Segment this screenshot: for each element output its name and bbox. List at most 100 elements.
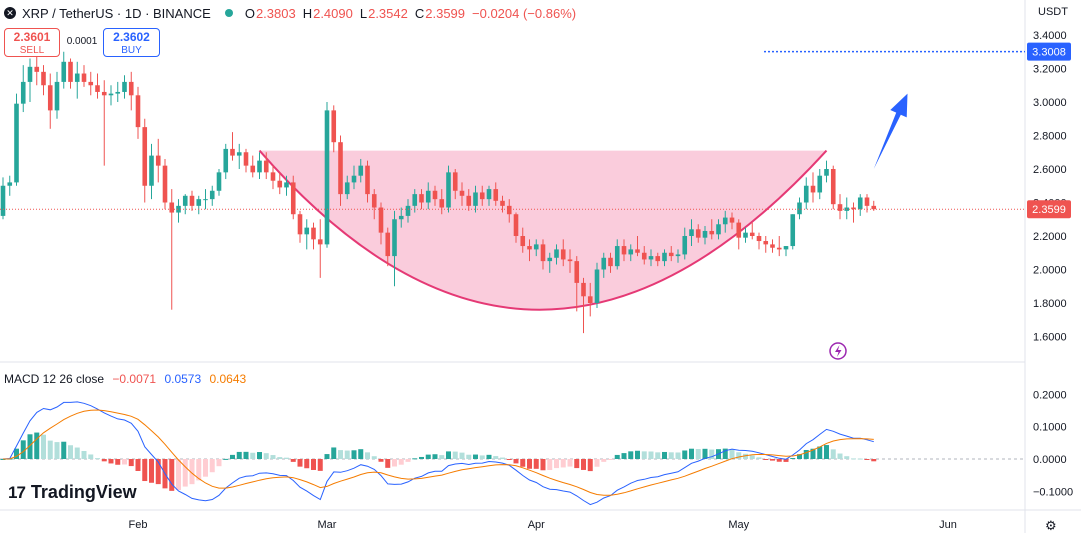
candle-body	[162, 165, 168, 203]
macd-histogram-bar	[196, 459, 202, 481]
candle-body	[371, 194, 377, 208]
macd-tick-label: 0.0000	[1033, 454, 1067, 466]
macd-histogram-bar	[412, 458, 418, 460]
macd-histogram-bar	[547, 459, 553, 471]
macd-histogram-bar	[628, 451, 634, 459]
spread-value: 0.0001	[66, 36, 98, 47]
candle-body	[203, 199, 208, 201]
macd-histogram-bar	[358, 449, 364, 459]
candle-body	[344, 182, 350, 195]
candle-body	[473, 192, 478, 206]
candle-body	[466, 195, 472, 206]
candle-body	[763, 241, 769, 245]
macd-histogram-bar	[655, 452, 661, 459]
macd-histogram-bar	[0, 459, 6, 460]
macd-histogram-bar	[857, 458, 863, 460]
candle-body	[702, 230, 708, 238]
macd-histogram-bar	[871, 459, 877, 462]
candle-body	[743, 232, 748, 238]
settings-gear-icon[interactable]: ⚙	[1045, 518, 1057, 533]
candle-body	[621, 246, 627, 255]
sell-label: SELL	[19, 45, 45, 56]
candle-body	[871, 205, 877, 210]
candle-body	[7, 182, 13, 186]
candle-body	[243, 152, 249, 166]
macd-histogram-bar	[641, 451, 647, 459]
macd-histogram-bar	[115, 459, 121, 465]
candle-body	[398, 215, 404, 220]
macd-histogram-bar	[770, 459, 775, 461]
candle-body	[554, 249, 559, 258]
open-value: 2.3803	[255, 5, 296, 21]
macd-histogram-bar	[290, 459, 296, 462]
price-tick-label: 2.2000	[1033, 231, 1067, 243]
candle-body	[662, 252, 667, 262]
macd-histogram-bar	[338, 450, 343, 459]
macd-histogram-bar	[452, 451, 458, 459]
candle-body	[54, 81, 60, 111]
candle-body	[425, 190, 431, 203]
macd-histogram-bar	[736, 452, 742, 459]
candle-body	[851, 207, 856, 210]
macd-histogram-bar	[378, 459, 384, 462]
candle-body	[47, 85, 53, 111]
macd-histogram-bar	[479, 455, 485, 459]
candle-body	[486, 189, 492, 200]
candle-body	[540, 244, 546, 262]
high-value: 2.4090	[313, 5, 353, 21]
buy-button[interactable]: 2.3602 BUY	[103, 28, 160, 57]
candle-body	[20, 81, 26, 104]
candle-body	[216, 172, 222, 191]
candle-body	[614, 246, 620, 267]
candle-body	[803, 185, 809, 203]
macd-histogram-bar	[189, 459, 195, 485]
tradingview-logo-text: TradingView	[30, 482, 137, 502]
target-price-label: 3.3008	[1032, 47, 1066, 59]
macd-histogram-bar	[749, 455, 755, 459]
tradingview-logo[interactable]: 17 TradingView	[8, 482, 137, 503]
last-price-tag	[1027, 200, 1071, 219]
macd-histogram-group	[0, 432, 877, 491]
macd-histogram-bar	[81, 451, 87, 459]
candle-body	[682, 236, 688, 255]
macd-histogram-bar	[520, 459, 526, 467]
macd-histogram-bar	[851, 458, 856, 460]
candle-body	[34, 66, 40, 72]
macd-header[interactable]: MACD 12 26 close −0.0071 0.0573 0.0643	[4, 372, 251, 386]
macd-histogram-bar	[803, 449, 809, 459]
high-label: H	[302, 5, 313, 21]
macd-histogram-bar	[149, 459, 154, 483]
symbol-title[interactable]: XRP / TetherUS · 1D · BINANCE	[22, 5, 211, 21]
symbol-header: ✕ XRP / TetherUS · 1D · BINANCE O 2.3803 …	[4, 4, 583, 22]
candle-body	[324, 110, 330, 245]
macd-histogram-bar	[824, 445, 829, 459]
macd-histogram-bar	[365, 452, 370, 459]
candle-body	[790, 214, 796, 247]
macd-histogram-bar	[540, 459, 546, 471]
candle-body	[864, 197, 870, 206]
candle-body	[756, 236, 762, 242]
macd-histogram-bar	[398, 459, 404, 465]
macd-histogram-bar	[243, 451, 249, 459]
macd-histogram-bar	[74, 447, 80, 459]
candle-body	[270, 172, 276, 181]
macd-histogram-bar	[101, 459, 107, 462]
sell-button[interactable]: 2.3601 SELL	[4, 28, 60, 57]
candle-body	[668, 252, 674, 257]
macd-histogram-bar	[392, 459, 397, 467]
candle-body	[770, 244, 775, 248]
currency-selector[interactable]: USDT	[1038, 6, 1068, 18]
macd-tick-label: 0.2000	[1033, 389, 1067, 401]
time-tick-label: Jun	[939, 519, 957, 531]
macd-signal-value: 0.0643	[209, 372, 247, 386]
candle-body	[479, 192, 485, 200]
candle-body	[628, 249, 634, 255]
macd-histogram-bar	[864, 459, 870, 460]
macd-histogram-bar	[257, 452, 262, 459]
macd-histogram-bar	[675, 452, 681, 459]
macd-histogram-bar	[608, 459, 613, 460]
macd-histogram-bar	[371, 456, 377, 459]
macd-histogram-bar	[263, 453, 269, 459]
